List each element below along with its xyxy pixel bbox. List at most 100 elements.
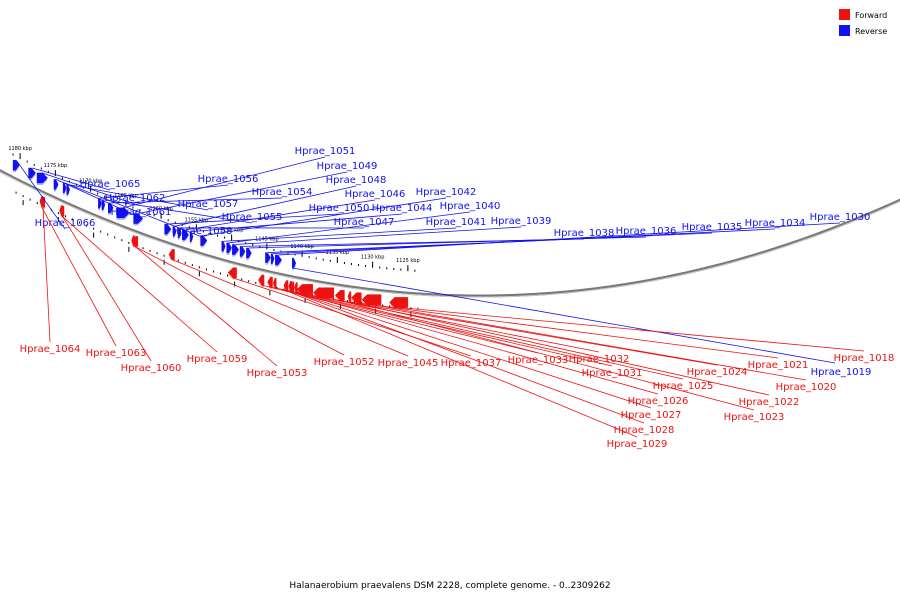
label-hprae_1048: Hprae_1048 [326,175,387,186]
label-hprae_1036: Hprae_1036 [616,226,677,237]
gene-hprae_1066 [12,159,20,173]
gene-hprae_1044 [189,231,194,244]
leader-line [174,185,357,227]
label-hprae_1020: Hprae_1020 [776,382,837,393]
leader-line [235,226,522,245]
leader-line [171,258,409,357]
label-hprae_1027: Hprae_1027 [621,410,682,421]
gene-hprae_1056 [98,198,102,211]
label-hprae_1054: Hprae_1054 [252,187,313,198]
gene-hprae_1055 [101,199,106,212]
leader-line [110,197,283,204]
label-hprae_1056: Hprae_1056 [198,174,259,185]
tick-label: 1130 kbp [361,255,385,261]
gene-hprae_1045 [168,249,175,262]
gene-hprae_1034 [270,253,275,266]
gene-hprae_1022 [347,291,352,304]
gene-hprae_1052 [131,235,135,248]
leader-line [122,156,326,209]
gene-hprae_1062 [36,172,48,185]
label-hprae_1029: Hprae_1029 [607,439,668,450]
leader-line [223,227,457,242]
label-hprae_1058: Hprae_1058 [172,226,233,237]
leader-line [232,277,472,357]
gene-hprae_1032 [267,276,273,290]
label-hprae_1057: Hprae_1057 [178,199,239,210]
legend-label-reverse: Reverse [855,27,887,36]
leader-line [138,171,348,214]
leader-line [42,207,51,343]
gene-hprae_1050 [164,223,172,237]
tick-label: 1175 kbp [44,163,68,169]
tick-label: 1125 kbp [396,258,420,264]
legend-swatch-forward [839,9,850,20]
leader-line [295,292,659,395]
label-hprae_1053: Hprae_1053 [247,368,308,379]
leader-line [68,184,209,211]
label-hprae_1026: Hprae_1026 [628,396,689,407]
gene-hprae_1040 [226,242,232,255]
leader-line [191,213,403,233]
label-hprae_1064: Hprae_1064 [20,344,81,355]
label-hprae_1022: Hprae_1022 [739,397,800,408]
tick-label: 1135 kbp [326,250,350,256]
leader-line [356,302,779,359]
label-hprae_1034: Hprae_1034 [745,218,806,229]
gene-hprae_1051 [116,207,130,220]
gene-hprae_1019 [291,257,297,271]
label-hprae_1042: Hprae_1042 [416,187,477,198]
leader-line [99,184,229,199]
leader-line [398,307,865,352]
gene-hprae_1023 [334,290,345,303]
leader-line [371,304,807,381]
tick-label: 1155 kbp [185,217,209,223]
label-hprae_1021: Hprae_1021 [748,360,809,371]
leader-line [185,199,376,231]
leader-line [292,291,652,409]
label-hprae_1040: Hprae_1040 [440,201,501,212]
leader-line [304,293,684,380]
leader-line [64,182,203,238]
label-hprae_1037: Hprae_1037 [441,358,502,369]
leader-line [15,159,66,230]
label-hprae_1055: Hprae_1055 [222,212,283,223]
gene-hprae_1065 [28,167,36,181]
leader-line [134,246,278,367]
label-hprae_1060: Hprae_1060 [121,363,182,374]
leader-line [132,245,345,356]
label-hprae_1030: Hprae_1030 [810,212,871,223]
gene-hprae_1058 [62,182,67,195]
gene-hprae_1033 [258,274,265,288]
tick-label: 1150 kbp [220,227,244,233]
label-hprae_1035: Hprae_1035 [682,222,743,233]
label-hprae_1061: Hprae_1061 [111,207,172,218]
legend: Forward Reverse [839,9,887,36]
label-hprae_1041: Hprae_1041 [426,217,487,228]
gene-hprae_1038 [239,246,246,259]
leader-line [55,179,142,219]
label-hprae_1045: Hprae_1045 [378,358,439,369]
label-hprae_1049: Hprae_1049 [317,161,378,172]
label-hprae_1046: Hprae_1046 [345,189,406,200]
leader-line [274,287,613,367]
legend-label-forward: Forward [855,11,887,20]
gene-hprae_1059 [59,205,63,218]
leader-line [290,290,645,424]
gene-hprae_1042 [200,235,208,248]
label-hprae_1038: Hprae_1038 [554,228,615,239]
leader-line [339,299,755,411]
gene-hprae_1037 [227,267,237,280]
leader-line [278,222,841,256]
gene-hprae_1054 [107,202,114,215]
label-hprae_1044: Hprae_1044 [372,203,433,214]
label-hprae_1065: Hprae_1065 [80,179,141,190]
leader-line [41,206,117,347]
tick-label: 1180 kbp [8,146,32,152]
label-hprae_1063: Hprae_1063 [86,348,147,359]
label-hprae_1024: Hprae_1024 [687,367,748,378]
label-hprae_1025: Hprae_1025 [653,381,714,392]
leader-line [293,267,836,364]
label-hprae_1051: Hprae_1051 [295,146,356,157]
leader-line [31,167,111,191]
